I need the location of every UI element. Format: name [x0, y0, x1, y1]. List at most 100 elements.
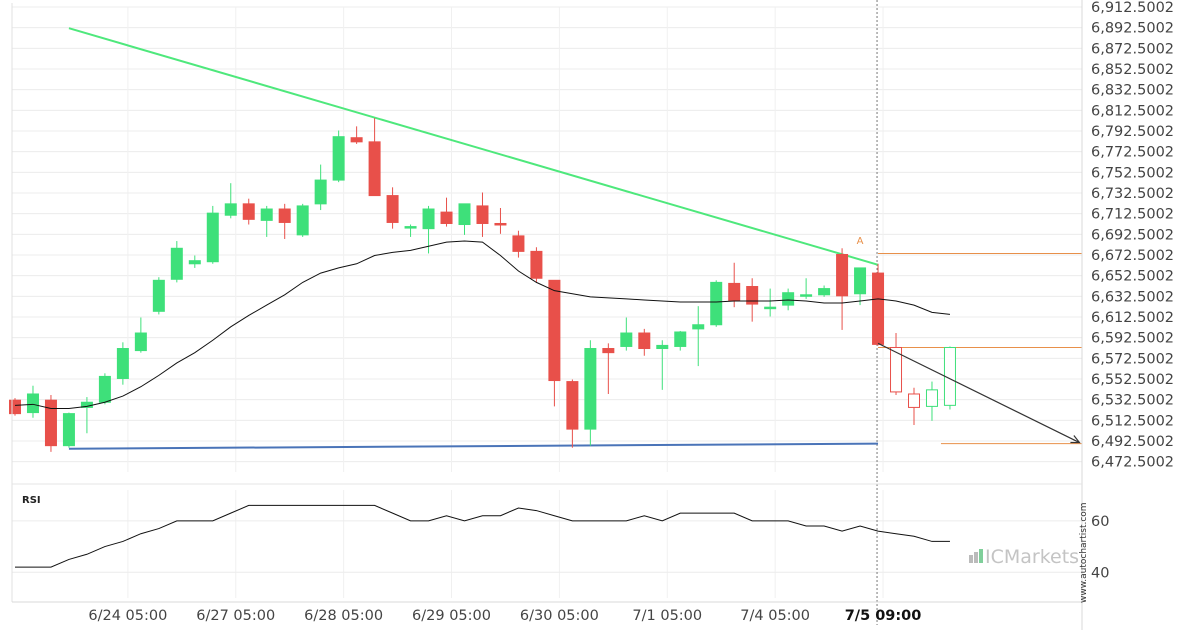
candle-body — [350, 137, 363, 143]
candle-body — [656, 344, 669, 350]
candle-body — [152, 279, 165, 312]
candle-body — [188, 260, 201, 265]
candle — [908, 387, 920, 425]
pattern-point-label: A — [857, 236, 864, 247]
candle — [152, 277, 165, 315]
candle-body — [386, 195, 399, 223]
time-tick-label: 6/30 05:00 — [520, 608, 599, 624]
candle — [404, 224, 417, 237]
candle-body — [62, 413, 75, 447]
time-tick-label: 6/29 05:00 — [412, 608, 491, 624]
price-tick-label: 6,472.5002 — [1091, 455, 1174, 471]
price-tick-label: 6,652.5002 — [1091, 269, 1174, 285]
price-tick-label: 6,832.5002 — [1091, 83, 1174, 99]
candle — [188, 255, 201, 268]
candle — [620, 317, 633, 351]
candle — [242, 198, 255, 225]
rsi-tick-label: 60 — [1091, 514, 1109, 530]
candle — [494, 207, 507, 234]
site-watermark: www.autochartist.com — [1079, 502, 1089, 603]
price-tick-label: 6,612.5002 — [1091, 310, 1174, 326]
time-tick-label: 7/1 05:00 — [632, 608, 702, 624]
candle-body — [134, 332, 147, 352]
projection-arrow-head-icon — [1070, 435, 1081, 444]
price-tick-label: 6,592.5002 — [1091, 331, 1174, 347]
candle-body — [925, 389, 938, 407]
time-tick-label: 6/28 05:00 — [304, 608, 383, 624]
candle-body — [638, 332, 651, 350]
grid-layer — [12, 6, 1082, 598]
candle — [98, 373, 111, 405]
price-tick-label: 6,732.5002 — [1091, 186, 1174, 202]
candle-body — [548, 279, 561, 382]
candle — [422, 205, 435, 254]
candle — [512, 230, 525, 258]
time-tick-label: 7/5 09:00 — [845, 608, 922, 624]
price-tick-label: 6,692.5002 — [1091, 227, 1174, 243]
candle-body — [494, 222, 507, 226]
moving-average-line — [14, 240, 951, 409]
candle-body — [332, 136, 345, 181]
candle-body — [710, 281, 723, 326]
price-tick-label: 6,852.5002 — [1091, 62, 1174, 78]
candle — [26, 385, 39, 418]
candle — [116, 342, 129, 385]
candle-body — [692, 324, 705, 330]
candle-body — [890, 346, 903, 393]
candle-body — [674, 331, 687, 347]
price-tick-label: 6,532.5002 — [1091, 393, 1174, 409]
candle — [80, 397, 93, 434]
price-tick-label: 6,572.5002 — [1091, 351, 1174, 367]
time-tick-label: 7/4 05:00 — [740, 608, 810, 624]
candle-body — [296, 205, 309, 236]
candle-body — [224, 203, 237, 216]
brand-logo-icon — [969, 549, 983, 563]
candle — [782, 288, 795, 311]
candle — [368, 118, 381, 197]
candle-body — [278, 208, 291, 223]
candle-body — [818, 288, 831, 296]
candle — [170, 241, 183, 283]
candle-body — [98, 375, 111, 403]
candle-body — [9, 399, 21, 415]
price-tick-label: 6,772.5002 — [1091, 145, 1174, 161]
candle — [134, 317, 147, 353]
candle-body — [458, 203, 471, 226]
price-tick-label: 6,632.5002 — [1091, 289, 1174, 305]
candle — [224, 183, 237, 219]
candle — [818, 285, 831, 297]
candle — [314, 164, 327, 211]
candle-body — [584, 348, 597, 430]
price-tick-label: 6,492.5002 — [1091, 434, 1174, 450]
candle-body — [440, 211, 453, 224]
candle-body — [422, 208, 435, 230]
rsi-pane: RSI — [15, 495, 950, 568]
price-tick-label: 6,792.5002 — [1091, 124, 1174, 140]
candle — [674, 330, 687, 351]
price-tick-label: 6,912.5002 — [1091, 0, 1174, 16]
resistance-line — [68, 27, 879, 266]
candle-body — [26, 393, 39, 414]
candle-body — [314, 179, 327, 205]
candle-body — [260, 208, 273, 221]
candle — [764, 288, 777, 317]
candle-body — [530, 250, 543, 279]
candle — [440, 197, 453, 227]
candle-body — [116, 348, 129, 379]
candle — [62, 412, 75, 448]
axis-layer: 6,912.5002 6,892.5002 6,872.5002 6,852.5002… — [11, 0, 1174, 630]
candle — [296, 203, 309, 237]
candle — [584, 340, 597, 446]
candle — [602, 343, 615, 394]
candle-body — [854, 267, 867, 295]
candle-body — [242, 203, 255, 220]
candle — [692, 306, 705, 367]
candle — [656, 340, 669, 390]
candle-body — [836, 253, 849, 297]
candle-body — [602, 348, 615, 354]
candle-body — [368, 141, 381, 197]
candle — [638, 328, 651, 356]
candle-body — [782, 292, 795, 306]
candle — [278, 203, 291, 239]
